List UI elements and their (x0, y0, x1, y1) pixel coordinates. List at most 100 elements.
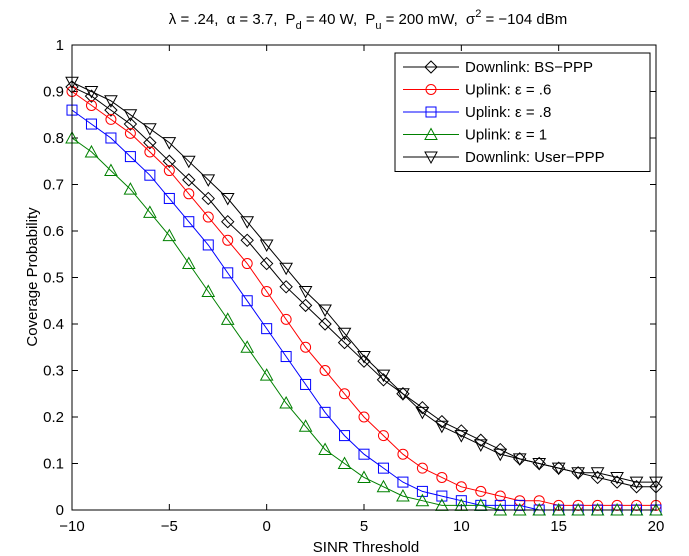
data-point (259, 368, 274, 381)
y-tick-label: 0.9 (43, 84, 64, 101)
data-point (610, 471, 624, 485)
data-point (85, 99, 97, 111)
data-point (475, 485, 487, 497)
data-point (181, 155, 196, 169)
data-point (163, 165, 175, 177)
legend: Downlink: BS−PPP Uplink: ε = .6 Uplink: ε … (394, 52, 651, 172)
data-point (84, 144, 99, 158)
y-tick-label: 0.1 (43, 456, 64, 473)
data-point (240, 216, 255, 229)
data-point (104, 103, 118, 117)
data-point (318, 317, 332, 331)
y-tick-label: 0 (56, 502, 64, 519)
title-pu-sub: u (375, 20, 381, 32)
data-point (298, 285, 313, 299)
data-point (357, 354, 371, 368)
data-point (424, 151, 438, 165)
data-point (300, 378, 312, 390)
data-point (532, 458, 547, 471)
data-point (319, 406, 331, 418)
x-tick-label: 20 (648, 518, 665, 535)
data-point (337, 456, 352, 469)
data-point (435, 414, 449, 429)
series-line (71, 81, 656, 483)
x-tick-label: −5 (161, 518, 178, 535)
data-point (143, 205, 157, 218)
title-lambda: λ = .24, (169, 11, 219, 28)
data-point (424, 127, 438, 140)
y-tick-label: 1 (56, 37, 64, 54)
data-point (144, 169, 156, 181)
data-point (84, 86, 99, 99)
data-point (280, 351, 292, 363)
data-point (376, 369, 391, 383)
data-point (221, 214, 235, 229)
data-point (123, 109, 138, 122)
series-4 (65, 130, 663, 516)
data-point (319, 365, 331, 376)
x-tick-label: 0 (262, 518, 270, 535)
data-point (202, 211, 214, 223)
data-point (397, 476, 409, 488)
data-point (416, 485, 428, 497)
title-sigma: σ (466, 11, 476, 28)
data-point (337, 327, 352, 341)
data-point (85, 118, 97, 130)
title-pu: P (365, 11, 375, 28)
data-point (435, 420, 449, 434)
data-point (261, 285, 273, 297)
data-point (259, 256, 274, 271)
data-point (241, 295, 253, 307)
data-point (201, 191, 215, 206)
data-point (240, 233, 254, 248)
data-point (105, 113, 117, 125)
data-point (512, 453, 527, 466)
data-point (202, 239, 214, 251)
data-point (357, 351, 371, 364)
data-point (143, 123, 157, 136)
data-point (358, 411, 370, 423)
data-point (183, 188, 195, 200)
x-tick-label: 15 (550, 518, 567, 535)
data-point (493, 442, 507, 457)
data-point (358, 448, 370, 460)
data-point (123, 182, 138, 195)
data-point (357, 470, 371, 483)
data-point (533, 495, 545, 507)
legend-label: Uplink: ε = .6 (465, 82, 551, 99)
data-point (436, 471, 448, 483)
data-point (377, 462, 389, 474)
tick-labels: −10 −5 0 5 10 15 20 0 0.1 0.2 0.3 0.4 0.5 0.6 0.7 0.8 0.… (43, 37, 664, 535)
title-pd-sub: d (296, 20, 302, 32)
x-tick-label: 5 (360, 518, 368, 535)
data-point (494, 490, 506, 502)
title-alpha: α = 3.7, (227, 11, 278, 28)
x-tick-label: 10 (453, 518, 470, 535)
title-pd-rest: = 40 W, (302, 11, 357, 28)
x-axis-label: SINR Threshold (313, 539, 419, 556)
title-sigma-sup: 2 (475, 8, 481, 20)
data-point (183, 216, 195, 228)
data-point (416, 462, 428, 474)
data-point (84, 89, 99, 103)
data-point (571, 467, 585, 480)
title-pu-rest: = 200 mW, (381, 11, 457, 28)
data-point (298, 298, 313, 313)
legend-entry: Uplink: ε = .6 (403, 82, 551, 99)
data-point (259, 239, 274, 252)
data-point (425, 106, 437, 118)
data-point (415, 406, 430, 420)
data-point (376, 479, 391, 493)
data-point (454, 430, 469, 443)
data-point (474, 433, 488, 447)
legend-label: Downlink: User−PPP (465, 149, 605, 166)
legend-label: Downlink: BS−PPP (465, 59, 593, 76)
data-point (143, 135, 157, 150)
title-pd: P (286, 11, 296, 28)
y-tick-label: 0.6 (43, 223, 64, 240)
data-point (415, 493, 430, 507)
x-tick-label: −10 (59, 518, 84, 535)
data-point (337, 335, 352, 350)
y-axis-label: Coverage Probability (24, 207, 41, 347)
data-point (493, 448, 508, 462)
